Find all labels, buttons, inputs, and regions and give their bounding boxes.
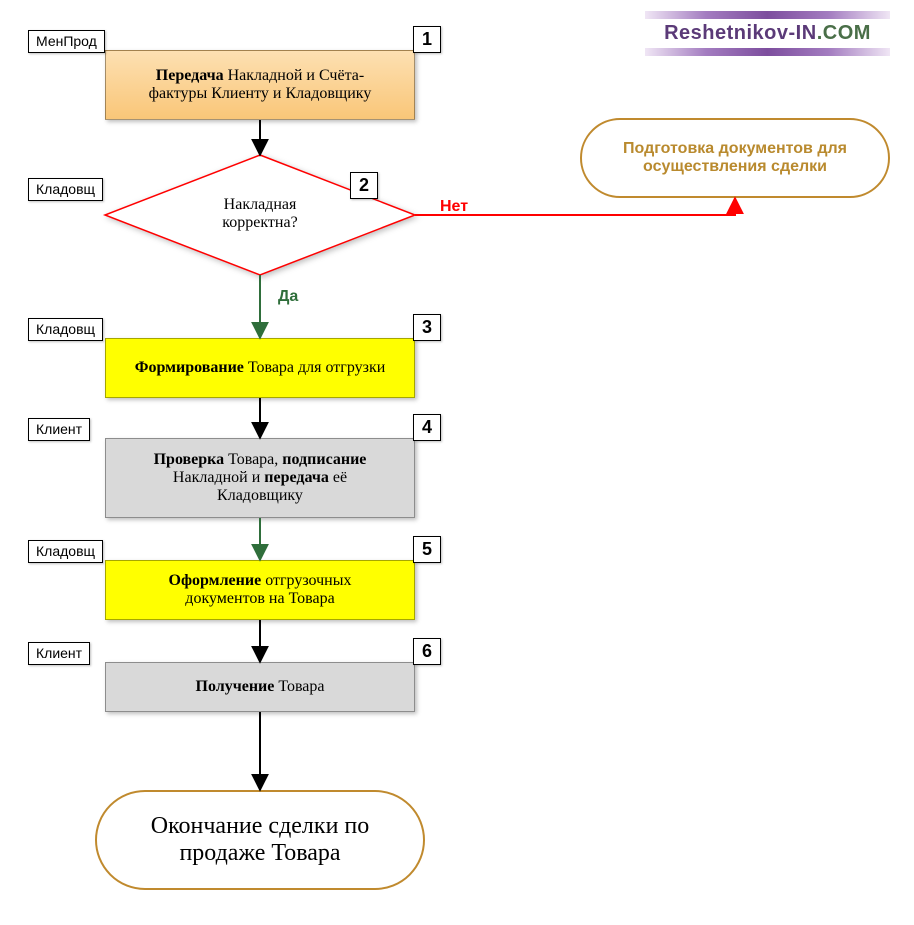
process-n6-text: Получение Товара — [196, 678, 325, 696]
role-tag-n6: Клиент — [28, 642, 90, 665]
role-tag-n5: Кладовщ — [28, 540, 103, 563]
logo-text: Reshetnikov-IN.COM — [645, 22, 890, 45]
role-tag-n2: Кладовщ — [28, 178, 103, 201]
process-n1: Передача Накладной и Счёта-фактуры Клиен… — [105, 50, 415, 120]
decision-n2-label: Накладнаякорректна? — [200, 196, 320, 232]
logo-text-main: Reshetnikov-IN — [664, 22, 817, 44]
label-no: Нет — [440, 198, 468, 216]
terminator-docs: Подготовка документов дляосуществления с… — [580, 118, 890, 198]
role-tag-n3: Кладовщ — [28, 318, 103, 341]
num-tag-n3: 3 — [413, 314, 441, 341]
logo-text-suffix: .COM — [817, 22, 871, 44]
num-tag-n1: 1 — [413, 26, 441, 53]
process-n4-text: Проверка Товара, подписаниеНакладной и п… — [154, 451, 367, 505]
num-tag-n4: 4 — [413, 414, 441, 441]
process-n6: Получение Товара — [105, 662, 415, 712]
site-logo: Reshetnikov-IN.COM — [645, 8, 890, 59]
terminator-end: Окончание сделки попродаже Товара — [95, 790, 425, 890]
process-n3-text: Формирование Товара для отгрузки — [135, 359, 386, 377]
logo-bar-top — [645, 11, 890, 19]
process-n1-text: Передача Накладной и Счёта-фактуры Клиен… — [149, 67, 372, 103]
terminator-end-text: Окончание сделки попродаже Товара — [151, 813, 370, 867]
num-tag-n5: 5 — [413, 536, 441, 563]
process-n5-text: Оформление отгрузочныхдокументов на Това… — [169, 572, 352, 608]
terminator-docs-text: Подготовка документов дляосуществления с… — [623, 140, 847, 176]
process-n3: Формирование Товара для отгрузки — [105, 338, 415, 398]
role-tag-n1: МенПрод — [28, 30, 105, 53]
logo-bar-bottom — [645, 48, 890, 56]
num-tag-n2: 2 — [350, 172, 378, 199]
num-tag-n6: 6 — [413, 638, 441, 665]
process-n4: Проверка Товара, подписаниеНакладной и п… — [105, 438, 415, 518]
label-yes: Да — [278, 288, 298, 306]
flowchart-canvas: Reshetnikov-IN.COM МенПрод 1 Пе — [0, 0, 914, 925]
process-n5: Оформление отгрузочныхдокументов на Това… — [105, 560, 415, 620]
role-tag-n4: Клиент — [28, 418, 90, 441]
